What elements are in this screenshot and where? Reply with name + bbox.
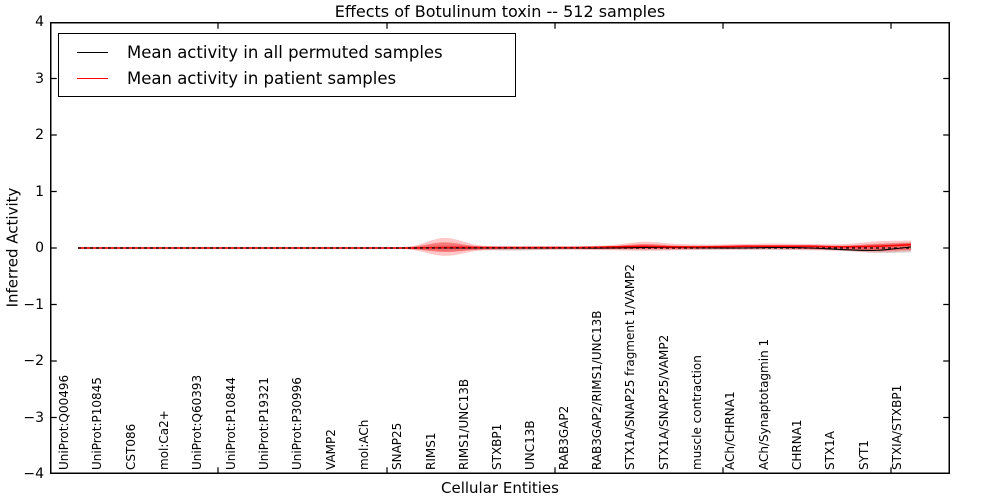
- legend-label: Mean activity in patient samples: [127, 68, 397, 88]
- y-tick-label: 0: [35, 240, 44, 256]
- x-axis-label: Cellular Entities: [441, 479, 559, 497]
- x-tick-label: mol:ACh: [356, 419, 371, 470]
- x-tick-label: RAB3GAP2: [556, 405, 571, 470]
- y-tick-label: 2: [35, 127, 44, 143]
- x-tick-label: UNC13B: [523, 420, 538, 470]
- chart-title: Effects of Botulinum toxin -- 512 sample…: [334, 2, 666, 21]
- x-tick-label: muscle contraction: [690, 355, 705, 470]
- x-tick-label: STX1A/SNAP25 fragment 1/VAMP2: [623, 263, 638, 470]
- x-tick-label: SNAP25: [390, 422, 405, 470]
- legend-entry-permuted: Mean activity in all permuted samples: [59, 39, 515, 65]
- x-tick-label: RIMS1/UNC13B: [456, 378, 471, 470]
- x-tick-label: CST086: [123, 423, 138, 470]
- x-tick-label: UniProt:P10844: [223, 377, 238, 470]
- x-tick-label: RAB3GAP2/RIMS1/UNC13B: [590, 310, 605, 470]
- axis-ticks: [50, 22, 950, 474]
- x-tick-label: STXIA/STXBP1: [890, 384, 904, 470]
- y-tick-label: −3: [23, 410, 44, 426]
- x-tick-label: UniProt:P19321: [256, 377, 271, 470]
- x-tick-label: STXBP1: [490, 423, 505, 470]
- legend: Mean activity in all permuted samples Me…: [58, 33, 516, 97]
- x-tick-label: UniProt:Q60393: [190, 374, 205, 470]
- x-tick-label: mol:Ca2+: [156, 410, 171, 470]
- x-tick-label: ACh/Synaptotagmin 1: [756, 338, 771, 470]
- y-tick-label: −1: [23, 297, 44, 313]
- x-tick-label: UniProt:P10845: [90, 377, 105, 470]
- x-tick-label: ACh/CHRNA1: [723, 391, 738, 470]
- x-tick-label: STX1A: [823, 430, 838, 470]
- y-tick-label: 1: [35, 184, 44, 200]
- x-tick-label: UniProt:Q00496: [57, 374, 71, 470]
- x-tick-label: STX1A/SNAP25/VAMP2: [656, 334, 671, 470]
- legend-line-red-icon: [77, 77, 108, 79]
- legend-line-black-icon: [77, 51, 108, 53]
- y-tick-label: 3: [35, 71, 44, 87]
- x-tick-label: SYT1: [856, 440, 871, 470]
- x-tick-label: UniProt:P30996: [290, 377, 305, 470]
- legend-entry-patient: Mean activity in patient samples: [59, 65, 515, 91]
- y-tick-label: −2: [23, 353, 44, 369]
- legend-label: Mean activity in all permuted samples: [127, 42, 443, 62]
- x-tick-label: VAMP2: [323, 429, 338, 470]
- x-tick-label: RIMS1: [423, 432, 438, 470]
- y-tick-label: −4: [23, 466, 44, 482]
- x-tick-label: CHRNA1: [790, 419, 805, 470]
- y-tick-label: 4: [35, 14, 44, 30]
